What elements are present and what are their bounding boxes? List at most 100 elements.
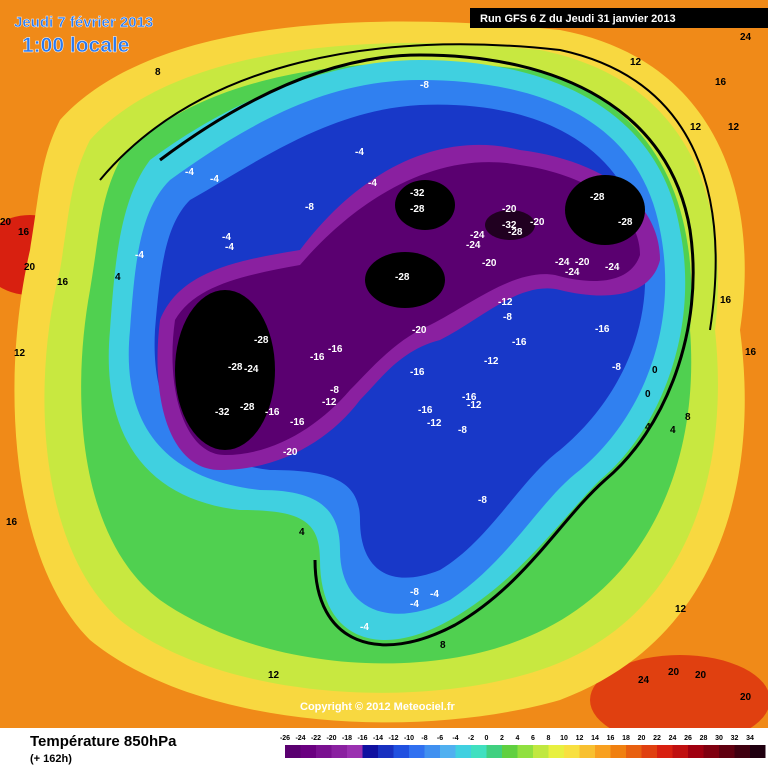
- contour-label: -4: [355, 147, 364, 158]
- contour-label: 16: [57, 277, 69, 288]
- legend-tick-label: 12: [576, 735, 584, 742]
- legend-swatch: [471, 745, 487, 758]
- contour-label: -16: [265, 407, 280, 418]
- contour-label: -8: [330, 385, 339, 396]
- contour-label: -20: [530, 217, 545, 228]
- contour-label: -12: [467, 400, 482, 411]
- contour-label: -16: [418, 405, 433, 416]
- contour-label: -12: [322, 397, 337, 408]
- legend-tick-label: 2: [500, 735, 504, 742]
- legend-tick-label: -6: [437, 735, 443, 742]
- contour-label: 4: [115, 272, 121, 283]
- contour-label: 16: [720, 295, 732, 306]
- contour-label: 20: [695, 670, 707, 681]
- legend-swatch: [300, 745, 316, 758]
- legend-swatch: [595, 745, 611, 758]
- legend-swatch: [347, 745, 363, 758]
- contour-label: 24: [740, 32, 752, 43]
- contour-label: 4: [670, 425, 676, 436]
- legend-swatch: [672, 745, 688, 758]
- legend-swatch: [734, 745, 750, 758]
- legend-swatch: [564, 745, 580, 758]
- contour-label: 8: [685, 412, 691, 423]
- legend-tick-label: -8: [421, 735, 427, 742]
- contour-label: -20: [482, 258, 497, 269]
- contour-label: -12: [498, 297, 513, 308]
- legend-tick-label: -22: [311, 735, 321, 742]
- contour-label: -32: [502, 220, 517, 231]
- legend-swatch: [719, 745, 735, 758]
- legend-tick-label: -4: [452, 735, 458, 742]
- legend-swatch: [362, 745, 378, 758]
- contour-label: -8: [420, 80, 429, 91]
- legend-swatch: [548, 745, 564, 758]
- contour-label: -24: [466, 240, 481, 251]
- legend-swatch: [517, 745, 533, 758]
- legend-tick-label: 4: [516, 735, 520, 742]
- contour-label: -16: [290, 417, 305, 428]
- contour-label: 20: [740, 692, 752, 703]
- legend-tick-label: 16: [607, 735, 615, 742]
- legend-swatch: [533, 745, 549, 758]
- contour-label: 8: [155, 67, 161, 78]
- copyright: Copyright © 2012 Meteociel.fr: [300, 701, 456, 713]
- contour-label: -4: [225, 242, 234, 253]
- contour-label: -8: [458, 425, 467, 436]
- footer-title: Température 850hPa: [30, 733, 177, 750]
- contour-label: 4: [645, 422, 651, 433]
- contour-label: -4: [210, 174, 219, 185]
- contour-label: -28: [618, 217, 633, 228]
- contour-label: 12: [690, 122, 702, 133]
- legend-swatch: [409, 745, 425, 758]
- contour-label: 4: [299, 527, 305, 538]
- legend-swatch: [641, 745, 657, 758]
- contour-label: -16: [512, 337, 527, 348]
- contour-label: -28: [254, 335, 269, 346]
- legend-swatch: [331, 745, 347, 758]
- contour-label: -28: [228, 362, 243, 373]
- footer: Température 850hPa (+ 162h) -26 -24 -22 -20…: [30, 733, 766, 765]
- legend-swatch: [579, 745, 595, 758]
- contour-label: -4: [368, 178, 377, 189]
- contour-label: -16: [595, 324, 610, 335]
- legend-tick-label: -26: [280, 735, 290, 742]
- temperature-map: -8-4-4-4-4-4-4-8-4-32-28 -20-24-20-32-28-…: [0, 0, 768, 728]
- contour-label: -16: [310, 352, 325, 363]
- run-info: Run GFS 6 Z du Jeudi 31 janvier 2013: [480, 13, 676, 25]
- contour-label: -16: [410, 367, 425, 378]
- local-time: 1:00 locale: [22, 34, 129, 57]
- contour-label: 20: [0, 217, 12, 228]
- legend-tick-label: 14: [591, 735, 599, 742]
- contour-label: 8: [440, 640, 446, 651]
- legend-swatch: [440, 745, 456, 758]
- legend-swatch: [486, 745, 502, 758]
- legend-tick-label: -12: [388, 735, 398, 742]
- contour-label: 12: [728, 122, 740, 133]
- legend-swatch: [455, 745, 471, 758]
- contour-label: 12: [268, 670, 280, 681]
- contour-label: 20: [668, 667, 680, 678]
- contour-label: -28: [508, 227, 523, 238]
- legend-tick-label: 6: [531, 735, 535, 742]
- contour-label: -8: [305, 202, 314, 213]
- legend-swatch: [502, 745, 518, 758]
- legend-tick-label: -14: [373, 735, 383, 742]
- legend-tick-label: -18: [342, 735, 352, 742]
- contour-label: 16: [6, 517, 18, 528]
- contour-label: -32: [410, 188, 425, 199]
- contour-label: -16: [328, 344, 343, 355]
- contour-label: -4: [222, 232, 231, 243]
- contour-label: -8: [410, 587, 419, 598]
- legend-swatch: [610, 745, 626, 758]
- legend-tick-label: 8: [547, 735, 551, 742]
- legend-tick-label: 18: [622, 735, 630, 742]
- legend-swatch: [750, 745, 766, 758]
- legend-swatch: [393, 745, 409, 758]
- legend-swatch: [688, 745, 704, 758]
- legend-tick-label: 26: [684, 735, 692, 742]
- contour-label: 12: [675, 604, 687, 615]
- contour-label: -4: [135, 250, 144, 261]
- legend-tick-label: 22: [653, 735, 661, 742]
- contour-label: -24: [555, 257, 570, 268]
- legend-tick-label: 10: [560, 735, 568, 742]
